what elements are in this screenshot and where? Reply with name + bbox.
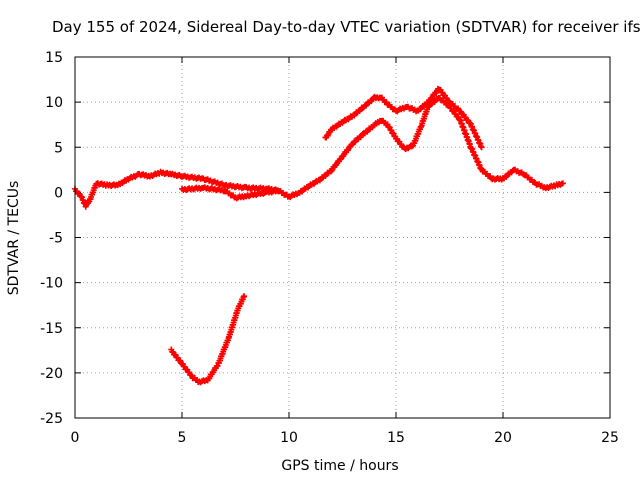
series-main-trace [72,95,566,210]
data-point [241,293,248,300]
data-point [478,144,485,151]
series-lower-branch [179,184,282,202]
x-tick-label: 10 [280,430,298,446]
data-point [275,187,282,194]
series-upper-trace [322,85,485,151]
x-tick-label: 20 [494,430,512,446]
y-axis-label: SDTVAR / TECUs [6,181,22,296]
y-tick-label: 15 [45,50,63,66]
y-tick-label: 5 [54,140,63,156]
y-tick-label: 10 [45,95,63,111]
x-tick-label: 15 [387,430,405,446]
x-tick-label: 0 [71,430,80,446]
y-tick-label: -10 [40,276,63,292]
y-tick-labels: -25 -20 -15 -10 -5 0 5 10 15 [40,50,63,427]
y-tick-label: -15 [40,321,63,337]
gridlines [74,56,611,419]
x-tick-label: 25 [601,430,619,446]
x-tick-labels: 0 5 10 15 20 25 [71,430,619,446]
y-tick-label: -5 [49,231,63,247]
chart-title: Day 155 of 2024, Sidereal Day-to-day VTE… [52,18,640,36]
x-axis-label: GPS time / hours [281,458,398,474]
data-points [72,85,566,386]
plot-frame [74,56,611,419]
y-tick-label: 0 [54,185,63,201]
data-point [559,180,566,187]
y-tick-label: -20 [40,366,63,382]
y-tick-label: -25 [40,411,63,427]
series-negative-arc [168,293,248,386]
data-point [214,362,221,369]
x-tick-label: 5 [178,430,187,446]
